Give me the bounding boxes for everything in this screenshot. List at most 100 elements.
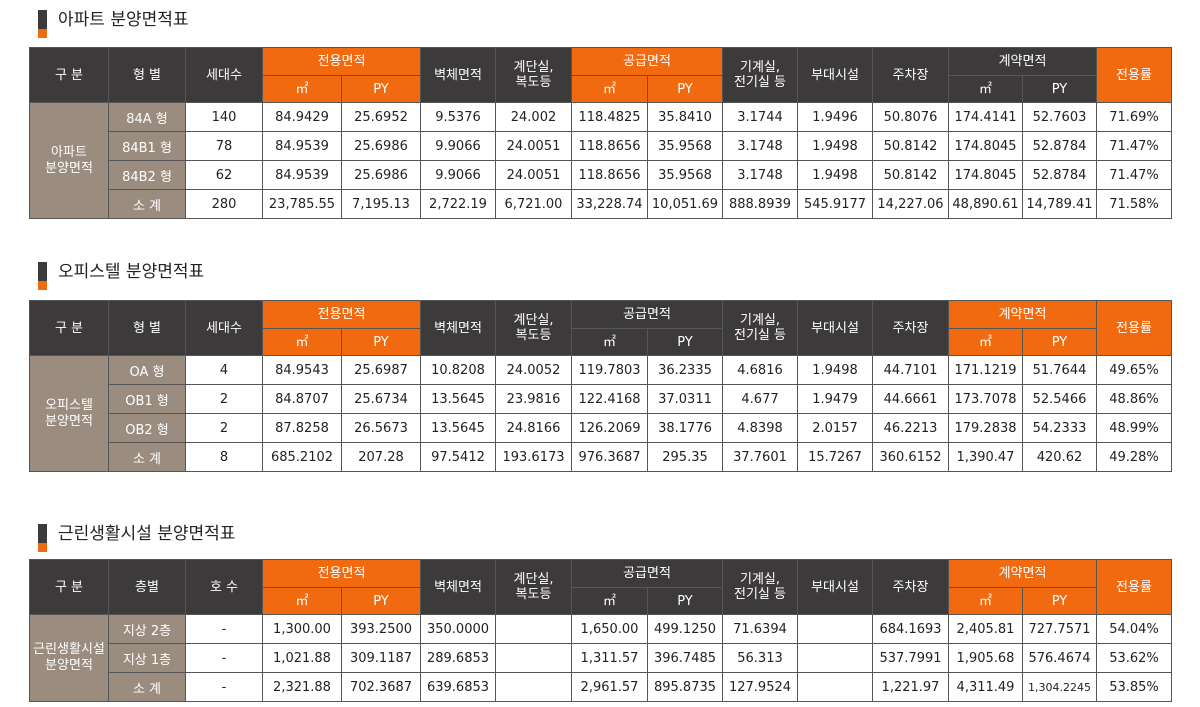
table-cell: 52.8784 xyxy=(1022,160,1097,190)
header-contract: 계약면적 xyxy=(948,559,1097,588)
table-cell: 3.1748 xyxy=(722,160,798,190)
table-cell: 48,890.61 xyxy=(948,189,1023,219)
table-cell: 8 xyxy=(185,442,263,472)
header-supply-m2: ㎡ xyxy=(571,75,648,103)
table-cell: 2 xyxy=(185,384,263,414)
table-cell: 118.8656 xyxy=(571,131,648,161)
table-row: 지상 1층 -1,021.88 309.1187 289.6853 1,311.57 39… xyxy=(30,643,1172,673)
table-row: OB2 형 2 87.8258 26.5673 13.5645 24.8166 126.20… xyxy=(30,413,1172,443)
table-cell: 2.0157 xyxy=(797,413,873,443)
header-mech: 기계실, 전기실 등 xyxy=(722,47,798,103)
table-cell: 24.0051 xyxy=(495,160,572,190)
table-cell: 118.8656 xyxy=(571,160,648,190)
table-cell: 24.0051 xyxy=(495,131,572,161)
table-cell: 71.47% xyxy=(1096,131,1172,161)
table-cell: 350.0000 xyxy=(420,614,496,644)
table-cell: 1.9496 xyxy=(797,102,873,132)
table-cell: 84.9539 xyxy=(262,160,342,190)
header-contract: 계약면적 xyxy=(948,47,1097,76)
table-cell: 1.9479 xyxy=(797,384,873,414)
header-aux: 부대시설 xyxy=(797,559,873,615)
table-row: OB1 형 2 84.8707 25.6734 13.5645 23.9816 122.41… xyxy=(30,384,1172,414)
table-cell xyxy=(495,643,572,673)
header-aux: 부대시설 xyxy=(797,47,873,103)
table-cell: 545.9177 xyxy=(797,189,873,219)
table-cell: 52.5466 xyxy=(1022,384,1097,414)
table-cell: 2,321.88 xyxy=(262,672,342,702)
header-gubun: 구 분 xyxy=(29,559,109,615)
header-supply-m2: ㎡ xyxy=(571,328,648,356)
header-stair: 계단실, 복도등 xyxy=(495,47,572,103)
header-exclusive-m2: ㎡ xyxy=(262,328,342,356)
table-cell: 1,221.97 xyxy=(872,672,949,702)
table-cell: 53.85% xyxy=(1096,672,1172,702)
table-cell: 4 xyxy=(185,355,263,385)
table-cell xyxy=(797,672,873,702)
header-exclusive: 전용면적 xyxy=(262,300,421,329)
table-cell: 684.1693 xyxy=(872,614,949,644)
table-row: 소 계 -2,321.88 702.3687 639.6853 2,961.57 895.… xyxy=(30,672,1172,702)
title-marker-icon xyxy=(38,10,47,38)
table-cell: 1,021.88 xyxy=(262,643,342,673)
table-cell: 84B2 형 xyxy=(108,160,186,190)
table-cell: 10.8208 xyxy=(420,355,496,385)
table-cell: 174.8045 xyxy=(948,131,1023,161)
table-cell: 13.5645 xyxy=(420,384,496,414)
header-mech: 기계실, 전기실 등 xyxy=(722,559,798,615)
table-cell: 35.8410 xyxy=(647,102,723,132)
table-cell: 4.8398 xyxy=(722,413,798,443)
header-contract-py: PY xyxy=(1022,328,1097,356)
table-cell: 53.62% xyxy=(1096,643,1172,673)
table-cell: 35.9568 xyxy=(647,160,723,190)
table-row: 아파트 분양면적 84A 형 140 84.9429 25.6952 9.5376 24.00… xyxy=(29,102,1172,219)
table-cell: 4.6816 xyxy=(722,355,798,385)
header-ratio: 전용률 xyxy=(1096,559,1172,615)
table-cell: 38.1776 xyxy=(647,413,723,443)
table-cell: 78 xyxy=(185,131,263,161)
table-cell: 56.313 xyxy=(722,643,798,673)
table-cell: 44.6661 xyxy=(872,384,949,414)
table-cell: 10,051.69 xyxy=(647,189,723,219)
table-cell: 84.8707 xyxy=(262,384,342,414)
header-exclusive: 전용면적 xyxy=(262,559,421,588)
table-cell: 289.6853 xyxy=(420,643,496,673)
table-cell: 48.99% xyxy=(1096,413,1172,443)
section-title-text: 오피스텔 분양면적표 xyxy=(58,262,205,282)
table-cell: 84.9429 xyxy=(262,102,342,132)
table-cell: 25.6986 xyxy=(341,131,421,161)
table-cell: 2 xyxy=(185,413,263,443)
table-cell: 51.7644 xyxy=(1022,355,1097,385)
table-cell: 71.69% xyxy=(1096,102,1172,132)
header-supply-py: PY xyxy=(647,75,723,103)
table-cell: 1,390.47 xyxy=(948,442,1023,472)
header-exclusive: 전용면적 xyxy=(262,47,421,76)
table-cell xyxy=(495,672,572,702)
table-cell: 179.2838 xyxy=(948,413,1023,443)
table-cell: 1.9498 xyxy=(797,355,873,385)
header-stair: 계단실, 복도등 xyxy=(495,559,572,615)
table-cell: 7,195.13 xyxy=(341,189,421,219)
header-stair: 계단실, 복도등 xyxy=(495,300,572,356)
table-cell: 49.65% xyxy=(1096,355,1172,385)
table-cell: 639.6853 xyxy=(420,672,496,702)
table-cell: 84.9539 xyxy=(262,131,342,161)
table-cell: 50.8142 xyxy=(872,131,949,161)
header-contract: 계약면적 xyxy=(948,300,1097,329)
table-cell: 23.9816 xyxy=(495,384,572,414)
table-cell: 84A 형 xyxy=(108,102,186,132)
table-cell: 888.8939 xyxy=(722,189,798,219)
table-cell: 119.7803 xyxy=(571,355,648,385)
table-cell: 2,405.81 xyxy=(948,614,1023,644)
table-cell: 35.9568 xyxy=(647,131,723,161)
table-cell: 122.4168 xyxy=(571,384,648,414)
table-cell: 48.86% xyxy=(1096,384,1172,414)
header-contract-m2: ㎡ xyxy=(948,328,1023,356)
table-cell: 지상 2층 xyxy=(108,614,186,644)
header-parking: 주차장 xyxy=(872,559,949,615)
table-row: 근린생활시설 분양면적 지상 2층 -1,300.00 393.2500 350.0000… xyxy=(29,614,1172,702)
table-cell: 193.6173 xyxy=(495,442,572,472)
header-exclusive-m2: ㎡ xyxy=(262,587,342,615)
table-cell: 97.5412 xyxy=(420,442,496,472)
header-contract-py: PY xyxy=(1022,75,1097,103)
section-title-text: 아파트 분양면적표 xyxy=(58,10,189,30)
